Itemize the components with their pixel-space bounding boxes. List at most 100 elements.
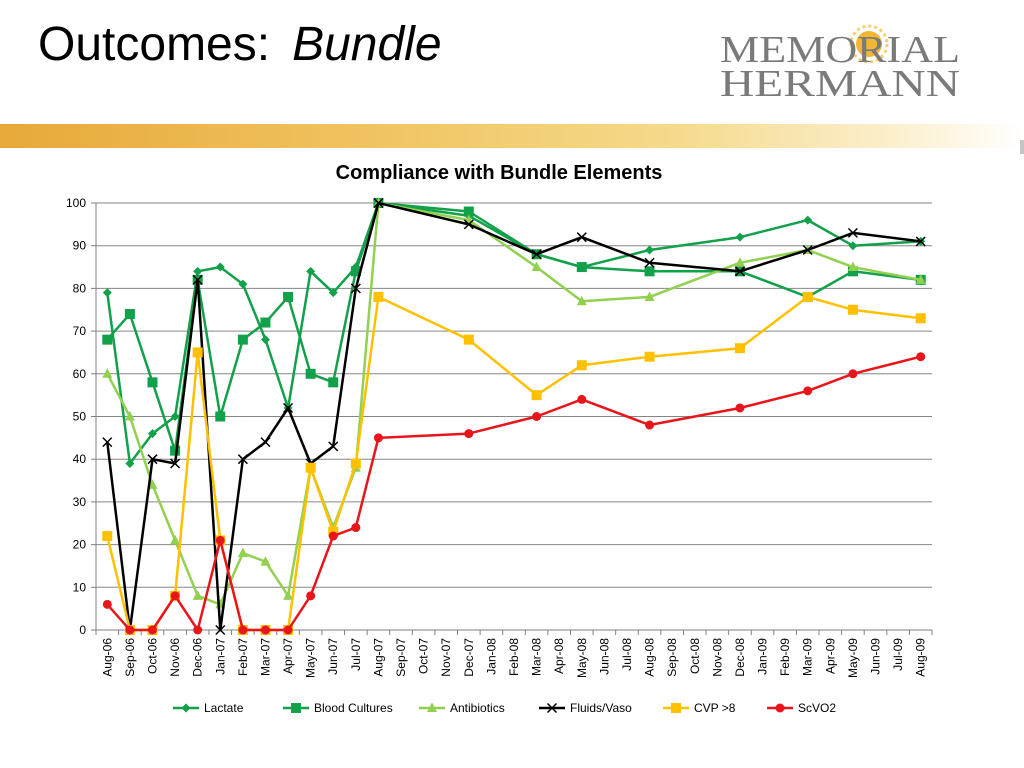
x-tick-label-May-07: May-07 xyxy=(304,638,318,678)
point-Fluids/Vaso-Apr-07 xyxy=(283,402,294,413)
point-Lactate-Aug-06 xyxy=(102,288,112,298)
x-tick-label-Apr-07: Apr-07 xyxy=(281,638,295,674)
x-tick-label-Jul-07: Jul-07 xyxy=(349,638,363,671)
point-Fluids/Vaso-Aug-08 xyxy=(644,257,655,268)
point-CVP >8-Dec-07 xyxy=(463,334,474,345)
point-CVP >8-Mar-08 xyxy=(531,390,542,401)
x-tick-label-Apr-08: Apr-08 xyxy=(552,638,566,674)
legend-label-Lactate: Lactate xyxy=(204,701,244,715)
y-tick-label-0: 0 xyxy=(79,623,86,637)
x-tick-label-Aug-07: Aug-07 xyxy=(371,638,385,677)
point-Antibiotics-Aug-09 xyxy=(915,274,926,284)
point-ScVO2-Aug-06 xyxy=(102,599,112,609)
point-Antibiotics-Dec-08 xyxy=(734,257,745,267)
legend-item-Blood Cultures: Blood Cultures xyxy=(283,701,393,715)
point-Antibiotics-Dec-06 xyxy=(192,590,203,600)
point-CVP >8-Aug-09 xyxy=(915,313,926,324)
point-Fluids/Vaso-Aug-09 xyxy=(915,236,926,247)
point-Lactate-Mar-09 xyxy=(803,215,813,225)
point-CVP >8-Dec-06 xyxy=(192,347,203,358)
point-CVP >8-May-07 xyxy=(305,462,316,473)
x-tick-label-Aug-09: Aug-09 xyxy=(914,638,928,677)
x-tick-label-Feb-08: Feb-08 xyxy=(507,638,521,676)
y-tick-label-100: 100 xyxy=(66,196,86,210)
y-tick-label-30: 30 xyxy=(73,495,87,509)
series-Antibiotics xyxy=(102,197,926,609)
point-CVP >8-Dec-08 xyxy=(734,343,745,354)
point-ScVO2-May-07 xyxy=(306,591,316,601)
x-tick-label-Dec-07: Dec-07 xyxy=(462,638,476,677)
chart-title: Compliance with Bundle Elements xyxy=(336,162,663,184)
slide-title-main: Outcomes: xyxy=(38,18,271,71)
legend-label-Fluids/Vaso: Fluids/Vaso xyxy=(570,701,632,715)
x-tick-label-Oct-08: Oct-08 xyxy=(688,638,702,674)
x-tick-label-Mar-07: Mar-07 xyxy=(258,638,272,676)
y-tick-label-10: 10 xyxy=(73,580,87,594)
legend-item-CVP >8: CVP >8 xyxy=(663,701,736,715)
point-ScVO2-Aug-07 xyxy=(373,433,383,443)
x-tick-label-Aug-08: Aug-08 xyxy=(643,638,657,677)
legend-label-ScVO2: ScVO2 xyxy=(798,701,836,715)
point-ScVO2-Aug-08 xyxy=(645,420,655,430)
x-tick-label-May-09: May-09 xyxy=(846,638,860,678)
point-Fluids/Vaso-Dec-06 xyxy=(192,274,203,285)
point-Lactate-Mar-07 xyxy=(260,335,270,345)
x-tick-label-Nov-07: Nov-07 xyxy=(439,638,453,677)
x-tick-label-Feb-09: Feb-09 xyxy=(778,638,792,676)
x-tick-label-Oct-07: Oct-07 xyxy=(417,638,431,674)
point-ScVO2-Feb-07 xyxy=(238,625,248,635)
x-tick-label-Jan-08: Jan-08 xyxy=(484,638,498,675)
point-Fluids/Vaso-Oct-06 xyxy=(147,454,158,465)
point-Blood Cultures-Apr-07 xyxy=(283,291,294,302)
point-Antibiotics-Sep-06 xyxy=(124,411,135,421)
point-Blood Cultures-Mar-07 xyxy=(260,317,271,328)
x-tick-label-Aug-06: Aug-06 xyxy=(100,638,114,677)
slide-title-accent: Bundle xyxy=(292,18,442,71)
y-tick-label-80: 80 xyxy=(73,281,87,295)
y-tick-label-50: 50 xyxy=(73,410,87,424)
x-tick-label-May-08: May-08 xyxy=(575,638,589,678)
point-CVP >8-Mar-09 xyxy=(802,291,813,302)
legend-label-Blood Cultures: Blood Cultures xyxy=(314,701,393,715)
point-Fluids/Vaso-Jun-07 xyxy=(328,441,339,452)
x-tick-label-Jun-09: Jun-09 xyxy=(869,638,883,675)
point-Blood Cultures-Jan-07 xyxy=(215,411,226,422)
point-Lactate-Jun-07 xyxy=(328,288,338,298)
point-Fluids/Vaso-Aug-07 xyxy=(373,197,384,209)
logo-sun-icon xyxy=(849,24,889,64)
point-CVP >8-May-09 xyxy=(847,304,858,315)
x-tick-label-Sep-06: Sep-06 xyxy=(123,638,137,677)
point-CVP >8-Aug-06 xyxy=(102,531,113,542)
series-ScVO2 xyxy=(102,352,926,635)
point-Antibiotics-Mar-07 xyxy=(260,556,271,566)
y-tick-label-60: 60 xyxy=(73,367,87,381)
point-Antibiotics-May-09 xyxy=(847,261,858,272)
point-Fluids/Vaso-Dec-08 xyxy=(734,266,745,277)
x-tick-label-Jan-07: Jan-07 xyxy=(213,638,227,675)
point-Antibiotics-Nov-06 xyxy=(170,534,181,545)
point-ScVO2-Aug-09 xyxy=(916,352,926,362)
point-Fluids/Vaso-Dec-07 xyxy=(463,219,474,230)
x-tick-label-Jul-09: Jul-09 xyxy=(891,638,905,671)
decorative-gold-band xyxy=(0,124,1024,148)
x-tick-label-Dec-06: Dec-06 xyxy=(191,638,205,677)
point-Lactate-May-07 xyxy=(306,266,316,276)
point-Blood Cultures-Dec-07 xyxy=(463,206,474,217)
point-Antibiotics-Feb-07 xyxy=(237,547,248,558)
x-axis-ticks: Aug-06 Sep-06 Oct-06 Nov-06 Dec-06 Jan-07 Feb-… xyxy=(100,638,927,678)
x-tick-label-Sep-07: Sep-07 xyxy=(394,638,408,677)
slide-title: Outcomes: Bundle xyxy=(38,14,442,76)
x-tick-label-Jun-07: Jun-07 xyxy=(326,638,340,675)
memorial-hermann-logo: MEMORIAL HERMANN xyxy=(720,24,960,104)
point-ScVO2-Apr-07 xyxy=(283,625,293,635)
chart-gridlines xyxy=(91,202,933,635)
x-tick-label-Mar-09: Mar-09 xyxy=(801,638,815,676)
x-tick-label-Jan-09: Jan-09 xyxy=(756,638,770,675)
y-axis-ticks: 0 10 20 30 40 50 60 70 80 90 100 xyxy=(66,196,86,637)
point-Fluids/Vaso-Jan-07 xyxy=(215,624,226,636)
y-tick-label-20: 20 xyxy=(73,538,87,552)
point-CVP >8-Aug-07 xyxy=(373,291,384,302)
chart-series xyxy=(102,197,926,636)
point-Blood Cultures-Nov-06 xyxy=(170,445,181,456)
point-ScVO2-Oct-06 xyxy=(147,625,157,635)
